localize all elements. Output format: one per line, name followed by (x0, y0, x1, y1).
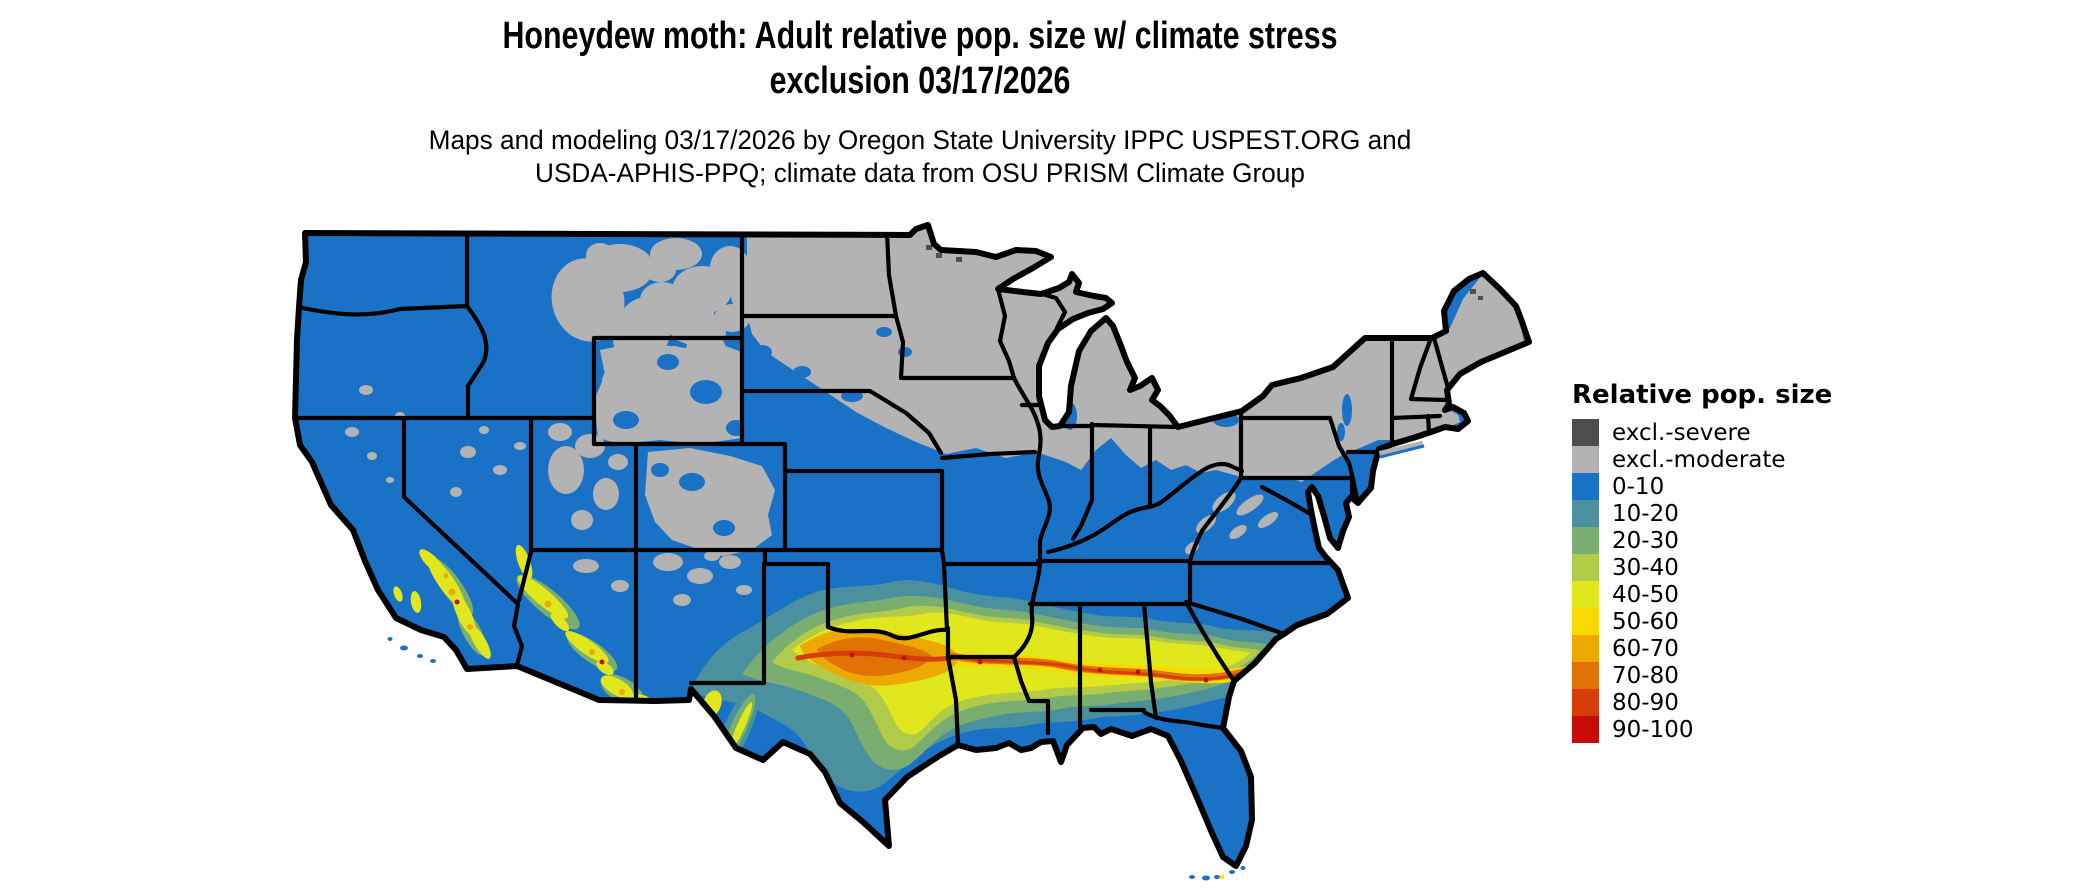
legend-swatch-r70-80 (1572, 662, 1599, 689)
legend-label-r80-90: 80-90 (1612, 689, 1679, 716)
legend-swatch-r10-20 (1572, 500, 1599, 527)
legend-item-excl-moderate: excl.-moderate (1572, 446, 1832, 473)
legend-label-r60-70: 60-70 (1612, 635, 1679, 662)
legend-swatch-r90-100 (1572, 716, 1599, 743)
legend-item-r20-30: 20-30 (1572, 527, 1832, 554)
legend-item-r30-40: 30-40 (1572, 554, 1832, 581)
legend-swatch-r40-50 (1572, 581, 1599, 608)
legend-swatch-r30-40 (1572, 554, 1599, 581)
header: Honeydew moth: Adult relative pop. size … (170, 14, 1670, 190)
legend-swatch-r20-30 (1572, 527, 1599, 554)
long-island (1379, 441, 1425, 459)
band-90-100-specks (849, 652, 1209, 683)
legend-swatch-r60-70 (1572, 635, 1599, 662)
legend-swatch-r0-10 (1572, 473, 1599, 500)
subtitle: Maps and modeling 03/17/2026 by Oregon S… (170, 124, 1670, 190)
legend-items: excl.-severe excl.-moderate 0-10 10-20 20-30… (1572, 419, 1832, 743)
legend-label-r70-80: 70-80 (1612, 662, 1679, 689)
legend-swatch-r50-60 (1572, 608, 1599, 635)
legend-label-excl-moderate: excl.-moderate (1612, 446, 1786, 473)
legend-item-r80-90: 80-90 (1572, 689, 1832, 716)
legend-label-excl-severe: excl.-severe (1612, 419, 1751, 446)
legend-item-r40-50: 40-50 (1572, 581, 1832, 608)
legend: Relative pop. size excl.-severe excl.-mod… (1572, 380, 1832, 743)
legend-item-r70-80: 70-80 (1572, 662, 1832, 689)
band-80-90-line-east (960, 656, 1256, 681)
legend-label-r40-50: 40-50 (1612, 581, 1679, 608)
legend-label-r0-10: 0-10 (1612, 473, 1665, 500)
legend-item-r90-100: 90-100 (1572, 716, 1832, 743)
legend-swatch-excl-moderate (1572, 446, 1599, 473)
legend-label-r50-60: 50-60 (1612, 608, 1679, 635)
band-80-90-line-west (795, 650, 957, 662)
islands (387, 441, 1425, 881)
page-title-line2: exclusion 03/17/2026 (769, 60, 1071, 102)
legend-item-r50-60: 50-60 (1572, 608, 1832, 635)
legend-title: Relative pop. size (1572, 380, 1833, 410)
legend-label-r30-40: 30-40 (1612, 554, 1679, 581)
legend-swatch-excl-severe (1572, 419, 1599, 446)
state-borders (295, 230, 1451, 748)
blue-gaps-in-exclusion (613, 327, 1352, 536)
channel-islands (387, 637, 436, 663)
legend-label-r10-20: 10-20 (1612, 500, 1679, 527)
legend-item-r0-10: 0-10 (1572, 473, 1832, 500)
legend-swatch-r80-90 (1572, 689, 1599, 716)
subtitle-line1: Maps and modeling 03/17/2026 by Oregon S… (428, 125, 1412, 155)
florida-keys (1189, 866, 1246, 881)
legend-item-r60-70: 60-70 (1572, 635, 1832, 662)
legend-label-r20-30: 20-30 (1612, 527, 1679, 554)
mountain-exclusion-patches (345, 238, 1279, 606)
legend-label-r90-100: 90-100 (1612, 716, 1694, 743)
legend-item-r10-20: 10-20 (1572, 500, 1832, 527)
us-coast-outline (292, 222, 1532, 869)
legend-item-excl-severe: excl.-severe (1572, 419, 1832, 446)
subtitle-line2: USDA-APHIS-PPQ; climate data from OSU PR… (535, 158, 1305, 188)
page-title-line1: Honeydew moth: Adult relative pop. size … (502, 15, 1338, 57)
